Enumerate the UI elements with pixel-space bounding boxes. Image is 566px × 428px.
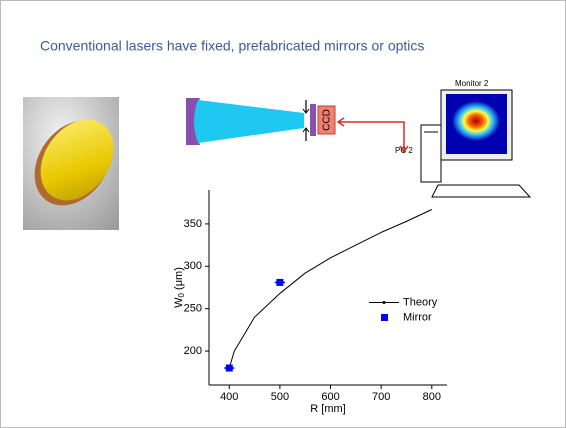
y-tick-label: 200 xyxy=(184,345,202,357)
y-axis-label: W0 (μm) xyxy=(173,267,186,308)
legend-marker xyxy=(381,314,388,321)
pc-label: PC 2 xyxy=(395,146,413,155)
legend-label: Theory xyxy=(403,296,438,308)
mirror-point xyxy=(276,279,283,286)
x-tick-label: 800 xyxy=(423,391,441,403)
y-axis-label-part: W xyxy=(173,297,185,308)
legend-marker xyxy=(383,301,386,304)
mirror-point xyxy=(226,365,233,372)
slide-title: Conventional lasers have fixed, prefabri… xyxy=(40,38,424,54)
slide: Conventional lasers have fixed, prefabri… xyxy=(0,0,566,428)
x-tick-label: 700 xyxy=(372,391,390,403)
ccd-label: CCD xyxy=(322,109,333,131)
legend-label: Mirror xyxy=(403,311,432,323)
x-tick-label: 500 xyxy=(271,391,289,403)
mirror-photo xyxy=(19,97,129,230)
x-tick-label: 400 xyxy=(220,391,238,403)
x-tick-label: 600 xyxy=(321,391,339,403)
y-axis-label-part: (μm) xyxy=(173,267,185,293)
y-tick-label: 300 xyxy=(184,260,202,272)
x-axis-label: R [mm] xyxy=(310,403,345,415)
slide-canvas: Conventional lasers have fixed, prefabri… xyxy=(0,0,566,428)
y-tick-label: 350 xyxy=(184,218,202,230)
y-tick-label: 250 xyxy=(184,303,202,315)
monitor-label: Monitor 2 xyxy=(455,79,489,88)
